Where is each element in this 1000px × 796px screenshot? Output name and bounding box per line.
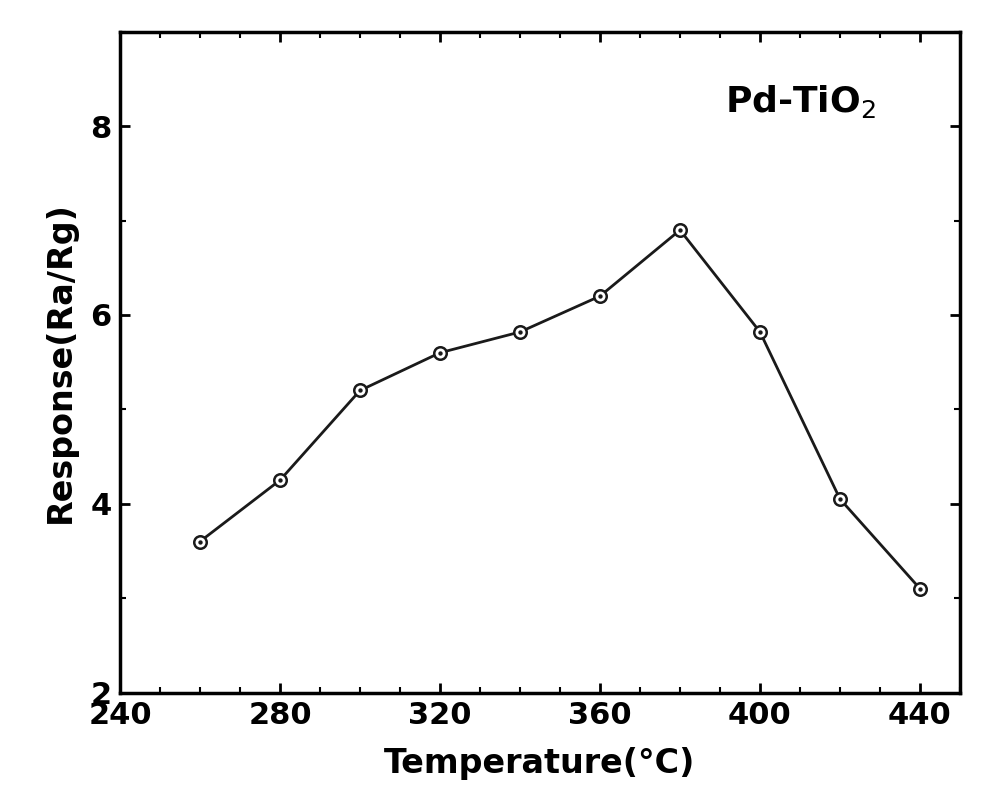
Text: Pd-TiO$_2$: Pd-TiO$_2$ bbox=[725, 83, 876, 119]
Y-axis label: Response(Ra/Rg): Response(Ra/Rg) bbox=[44, 201, 77, 523]
X-axis label: Temperature(°C): Temperature(°C) bbox=[384, 747, 696, 779]
